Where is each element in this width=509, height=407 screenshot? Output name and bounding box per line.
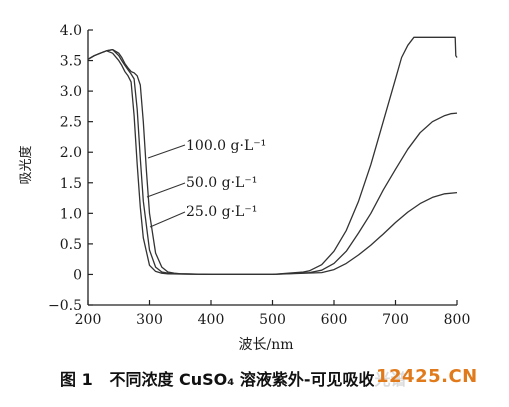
y-tick-label: −0.5 <box>48 298 82 314</box>
series-leader-line <box>146 182 186 198</box>
series-label-100: 100.0 g·L⁻¹ <box>186 138 266 154</box>
y-tick-label: 2.5 <box>60 115 82 131</box>
x-tick-label: 500 <box>259 312 286 328</box>
series-labels: 100.0 g·L⁻¹ 50.0 g·L⁻¹ 25.0 g·L⁻¹ <box>146 138 266 228</box>
series-leader-line <box>147 144 186 159</box>
watermark: 12425.CN <box>374 366 480 387</box>
series-line-25 <box>87 50 458 276</box>
y-tick-label: 4.0 <box>60 23 82 39</box>
y-tick-label: 0.5 <box>60 237 82 253</box>
series-leader-line <box>149 211 186 228</box>
y-axis-label: 吸光度 <box>18 145 34 184</box>
series-label-50: 50.0 g·L⁻¹ <box>186 175 257 191</box>
series-group <box>87 36 458 276</box>
x-axis-ticks: 200 300 400 500 600 700 800 <box>75 300 471 328</box>
x-tick-label: 300 <box>136 312 163 328</box>
y-tick-label: 1.0 <box>60 206 82 222</box>
figure-caption: 图 1 不同浓度 CuSO₄ 溶液紫外-可见吸收光谱 <box>60 366 480 390</box>
plot-axes <box>87 30 457 306</box>
y-tick-label: 0 <box>73 267 82 283</box>
y-tick-label: 1.5 <box>60 176 82 192</box>
y-tick-label: 2.0 <box>60 145 82 161</box>
x-axis-label: 波长/nm <box>238 337 293 353</box>
caption-label: 图 1 <box>60 370 93 389</box>
x-tick-label: 400 <box>198 312 225 328</box>
series-label-25: 25.0 g·L⁻¹ <box>186 204 257 220</box>
y-axis-ticks: −0.5 0 0.5 1.0 1.5 2.0 2.5 3.0 3.5 4.0 <box>48 23 93 314</box>
x-tick-label: 700 <box>382 312 409 328</box>
y-tick-label: 3.5 <box>60 54 82 70</box>
y-tick-label: 3.0 <box>60 84 82 100</box>
x-tick-label: 800 <box>444 312 471 328</box>
caption-text: 不同浓度 CuSO₄ 溶液紫外-可见吸收光谱 <box>109 370 407 389</box>
x-tick-label: 600 <box>321 312 348 328</box>
x-tick-label: 200 <box>75 312 102 328</box>
